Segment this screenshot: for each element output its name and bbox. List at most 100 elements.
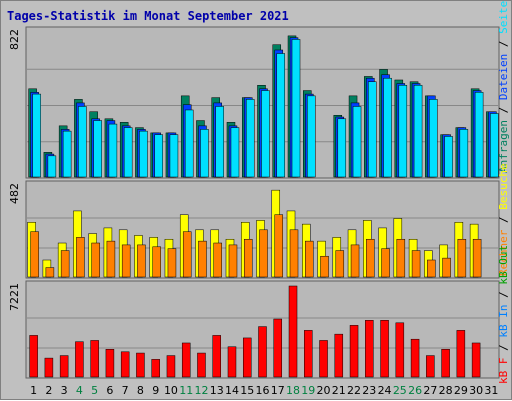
bar-seiten: [184, 109, 194, 178]
bar-rechner: [76, 237, 85, 278]
x-tick-label: 1: [30, 384, 37, 397]
x-tick-label: 13: [210, 384, 224, 397]
bar-kb-f: [365, 320, 374, 378]
x-tick-label: 31: [484, 384, 498, 397]
bar-seiten: [383, 77, 392, 178]
x-tick-label: 26: [408, 384, 422, 397]
x-tick-label: 5: [91, 384, 98, 397]
bar-kb-f: [90, 340, 99, 378]
bar-rechner: [45, 267, 55, 278]
bar-rechner: [350, 244, 360, 278]
x-tick-label: 25: [393, 384, 407, 397]
y-max-label: 482: [8, 183, 21, 204]
bar-rechner: [472, 238, 482, 278]
bar-kb-f: [120, 351, 130, 378]
bar-seiten: [352, 106, 362, 178]
bar-seiten: [230, 127, 240, 178]
bar-kb-f: [349, 325, 359, 378]
bar-seiten: [78, 106, 87, 178]
bar-seiten: [429, 99, 438, 178]
x-tick-label: 30: [469, 384, 483, 397]
x-tick-label: 11: [179, 384, 193, 397]
bar-rechner: [198, 240, 207, 278]
bar-seiten: [337, 118, 347, 178]
x-tick-label: 23: [362, 384, 376, 397]
x-tick-label: 3: [61, 384, 68, 397]
bar-rechner: [213, 242, 222, 278]
bar-seiten: [123, 127, 133, 178]
bar-rechner: [289, 229, 299, 278]
y-max-label: 822: [8, 29, 21, 50]
bar-seiten: [276, 53, 286, 178]
x-tick-label: 9: [152, 384, 159, 397]
bar-seiten: [474, 92, 484, 178]
x-tick-label: 17: [271, 384, 285, 397]
bar-kb-f: [273, 318, 283, 378]
x-tick-label: 29: [454, 384, 468, 397]
bar-seiten: [398, 85, 408, 178]
bar-seiten: [32, 93, 41, 178]
bar-kb-f: [242, 337, 252, 378]
bar-kb-f: [258, 326, 267, 378]
bar-kb-f: [59, 355, 69, 378]
x-tick-label: 16: [256, 384, 270, 397]
bar-rechner: [274, 214, 284, 278]
bar-kb-f: [44, 357, 54, 378]
bar-rechner: [30, 231, 39, 278]
x-tick-label: 24: [378, 384, 392, 397]
x-tick-label: 28: [439, 384, 453, 397]
y-max-label: 7221: [8, 283, 21, 311]
bar-kb-f: [212, 335, 221, 378]
bar-kb-f: [136, 352, 145, 378]
legend-kb: kB F / kB In / kB Out: [497, 245, 510, 384]
bar-seiten: [291, 39, 301, 178]
x-tick-label: 4: [76, 384, 83, 397]
bar-rechner: [259, 229, 268, 278]
x-tick-label: 10: [164, 384, 178, 397]
x-tick-label: 22: [347, 384, 361, 397]
bar-seiten: [459, 129, 469, 178]
bar-seiten: [368, 81, 377, 178]
bar-kb-f: [227, 346, 237, 378]
bar-seiten: [62, 130, 72, 178]
bar-kb-f: [29, 335, 38, 378]
x-tick-label: 12: [194, 384, 208, 397]
x-tick-label: 2: [45, 384, 52, 397]
bar-kb-f: [380, 320, 389, 378]
chart-title: Tages-Statistik im Monat September 2021: [7, 9, 289, 23]
bar-seiten: [490, 113, 499, 178]
x-tick-label: 8: [137, 384, 144, 397]
bar-kb-f: [197, 352, 206, 378]
bar-rechner: [60, 250, 70, 278]
bar-seiten: [200, 129, 209, 178]
bar-seiten: [444, 136, 453, 178]
bar-kb-f: [75, 341, 84, 378]
bar-seiten: [307, 95, 316, 178]
bar-seiten: [93, 120, 102, 178]
x-tick-label: 18: [286, 384, 300, 397]
bar-seiten: [139, 130, 148, 178]
bar-rechner: [427, 259, 436, 278]
bar-rechner: [91, 242, 100, 278]
bar-rechner: [366, 238, 375, 278]
bar-kb-f: [410, 338, 420, 378]
bar-kb-f: [395, 322, 405, 378]
bar-seiten: [47, 155, 57, 178]
bar-rechner: [381, 248, 390, 278]
bar-kb-f: [426, 355, 435, 378]
bar-kb-f: [288, 285, 298, 378]
bar-rechner: [442, 257, 451, 278]
x-tick-label: 7: [122, 384, 129, 397]
x-tick-label: 21: [332, 384, 346, 397]
bar-rechner: [182, 231, 192, 278]
bar-seiten: [169, 134, 179, 178]
bar-kb-f: [166, 355, 176, 378]
bar-seiten: [215, 106, 224, 178]
bar-seiten: [108, 123, 118, 178]
bar-seiten: [154, 134, 163, 178]
bar-kb-f: [471, 342, 481, 378]
bar-seiten: [413, 85, 423, 178]
bar-rechner: [457, 238, 467, 278]
bar-rechner: [335, 250, 345, 278]
x-tick-label: 15: [240, 384, 254, 397]
